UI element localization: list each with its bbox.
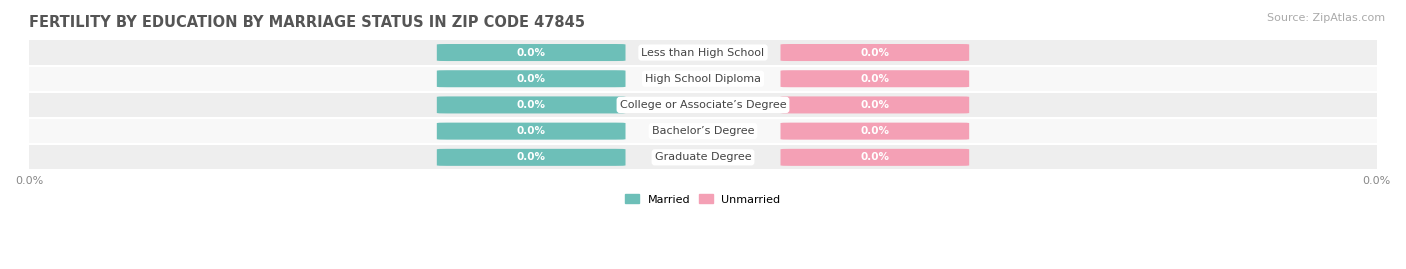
Bar: [30, 40, 1376, 65]
Text: Bachelor’s Degree: Bachelor’s Degree: [652, 126, 754, 136]
Text: 0.0%: 0.0%: [860, 126, 890, 136]
Text: FERTILITY BY EDUCATION BY MARRIAGE STATUS IN ZIP CODE 47845: FERTILITY BY EDUCATION BY MARRIAGE STATU…: [30, 15, 585, 30]
Text: High School Diploma: High School Diploma: [645, 74, 761, 84]
Text: Source: ZipAtlas.com: Source: ZipAtlas.com: [1267, 13, 1385, 23]
Text: 0.0%: 0.0%: [516, 152, 546, 162]
Text: 0.0%: 0.0%: [516, 48, 546, 58]
Text: Less than High School: Less than High School: [641, 48, 765, 58]
FancyBboxPatch shape: [437, 44, 626, 61]
Bar: [30, 145, 1376, 169]
Text: 0.0%: 0.0%: [860, 74, 890, 84]
Text: 0.0%: 0.0%: [516, 74, 546, 84]
Bar: [30, 67, 1376, 91]
FancyBboxPatch shape: [437, 96, 626, 114]
Bar: [30, 93, 1376, 117]
FancyBboxPatch shape: [780, 70, 969, 87]
Text: College or Associate’s Degree: College or Associate’s Degree: [620, 100, 786, 110]
FancyBboxPatch shape: [780, 96, 969, 114]
Text: 0.0%: 0.0%: [516, 126, 546, 136]
Text: Graduate Degree: Graduate Degree: [655, 152, 751, 162]
FancyBboxPatch shape: [437, 70, 626, 87]
FancyBboxPatch shape: [780, 44, 969, 61]
FancyBboxPatch shape: [437, 149, 626, 166]
Text: 0.0%: 0.0%: [860, 152, 890, 162]
Bar: [30, 119, 1376, 143]
Text: 0.0%: 0.0%: [860, 48, 890, 58]
Text: 0.0%: 0.0%: [860, 100, 890, 110]
FancyBboxPatch shape: [780, 149, 969, 166]
FancyBboxPatch shape: [780, 123, 969, 140]
Legend: Married, Unmarried: Married, Unmarried: [621, 190, 785, 209]
Text: 0.0%: 0.0%: [516, 100, 546, 110]
FancyBboxPatch shape: [437, 123, 626, 140]
